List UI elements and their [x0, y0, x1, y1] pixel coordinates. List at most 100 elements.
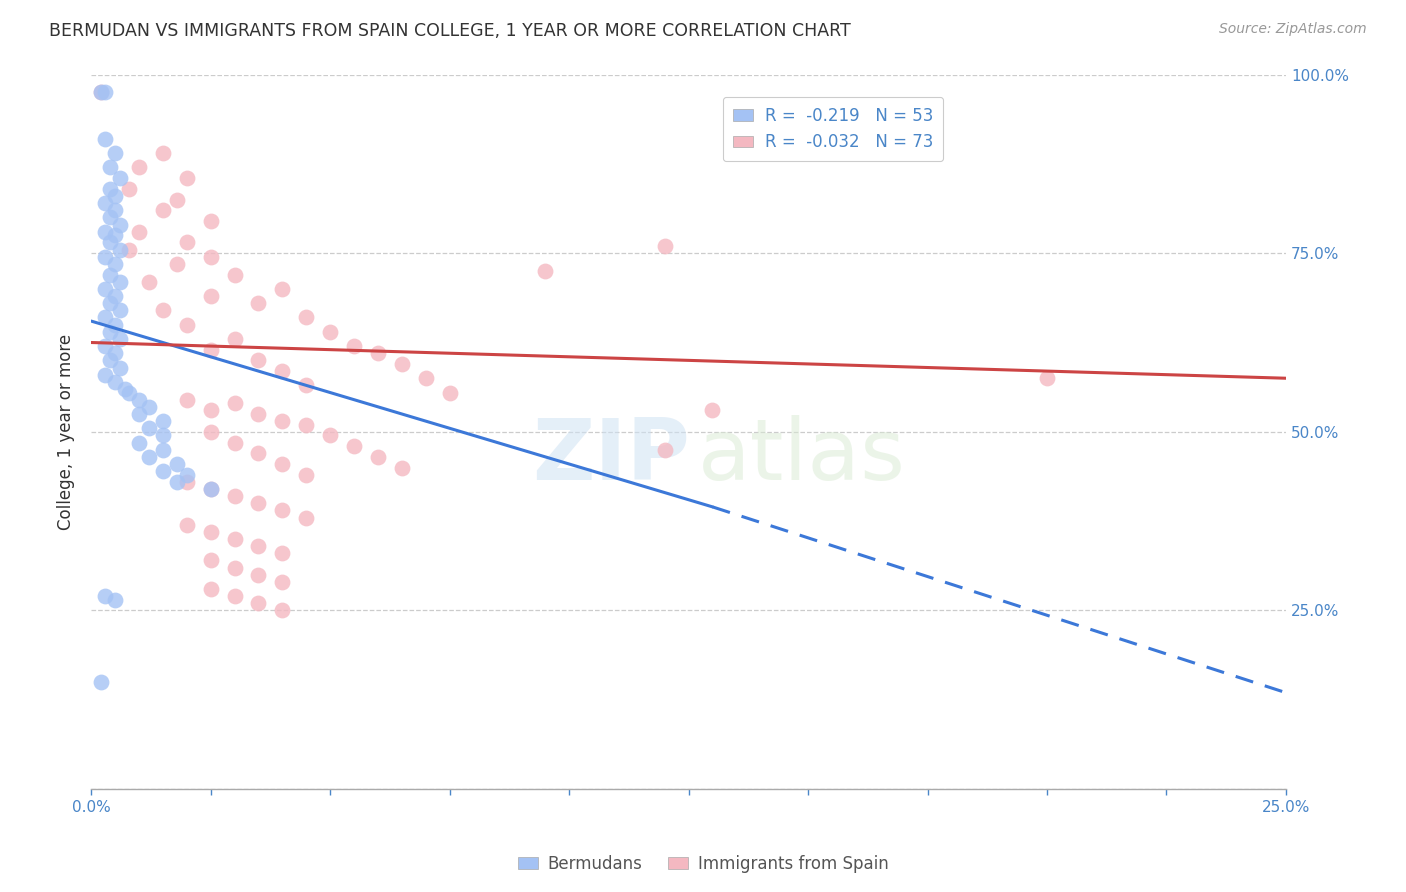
Point: [104, 318, 127, 332]
Point: [654, 442, 676, 457]
Point: [271, 282, 294, 296]
Point: [319, 428, 342, 442]
Point: [138, 275, 160, 289]
Point: [176, 318, 198, 332]
Point: [152, 428, 174, 442]
Point: [271, 546, 294, 560]
Point: [176, 392, 198, 407]
Point: [200, 289, 222, 303]
Point: [166, 193, 188, 207]
Point: [295, 510, 318, 524]
Point: [343, 339, 366, 353]
Point: [108, 218, 131, 232]
Point: [391, 460, 413, 475]
Point: [152, 303, 174, 318]
Point: [114, 382, 136, 396]
Point: [295, 378, 318, 392]
Point: [166, 257, 188, 271]
Point: [152, 442, 174, 457]
Point: [138, 400, 160, 414]
Point: [367, 346, 389, 360]
Point: [98, 353, 121, 368]
Point: [98, 235, 121, 250]
Point: [224, 589, 246, 603]
Point: [295, 417, 318, 432]
Point: [224, 489, 246, 503]
Point: [152, 414, 174, 428]
Point: [128, 407, 150, 421]
Text: ZIP: ZIP: [531, 416, 690, 499]
Point: [104, 203, 127, 218]
Point: [917, 100, 939, 114]
Point: [1036, 371, 1059, 385]
Point: [415, 371, 437, 385]
Point: [98, 161, 121, 175]
Text: Source: ZipAtlas.com: Source: ZipAtlas.com: [1219, 22, 1367, 37]
Point: [247, 446, 270, 460]
Point: [118, 385, 141, 400]
Point: [271, 457, 294, 471]
Point: [247, 407, 270, 421]
Point: [176, 517, 198, 532]
Point: [247, 496, 270, 510]
Point: [90, 86, 112, 100]
Point: [271, 574, 294, 589]
Point: [94, 282, 117, 296]
Point: [98, 211, 121, 225]
Point: [176, 475, 198, 489]
Point: [94, 339, 117, 353]
Point: [247, 353, 270, 368]
Point: [271, 364, 294, 378]
Point: [152, 146, 174, 161]
Point: [271, 603, 294, 617]
Point: [319, 325, 342, 339]
Point: [224, 268, 246, 282]
Point: [104, 146, 127, 161]
Point: [98, 182, 121, 196]
Legend: R =  -0.219   N = 53, R =  -0.032   N = 73: R = -0.219 N = 53, R = -0.032 N = 73: [723, 97, 943, 161]
Point: [200, 250, 222, 264]
Point: [94, 225, 117, 239]
Point: [200, 482, 222, 496]
Point: [118, 182, 141, 196]
Point: [200, 553, 222, 567]
Point: [176, 235, 198, 250]
Point: [152, 464, 174, 478]
Point: [271, 414, 294, 428]
Point: [128, 225, 150, 239]
Point: [98, 325, 121, 339]
Point: [271, 503, 294, 517]
Point: [176, 171, 198, 186]
Y-axis label: College, 1 year or more: College, 1 year or more: [58, 334, 75, 530]
Point: [98, 268, 121, 282]
Point: [200, 582, 222, 596]
Point: [108, 332, 131, 346]
Point: [200, 214, 222, 228]
Point: [247, 567, 270, 582]
Point: [94, 368, 117, 382]
Point: [94, 86, 117, 100]
Point: [166, 475, 188, 489]
Point: [94, 132, 117, 146]
Point: [90, 86, 112, 100]
Point: [94, 310, 117, 325]
Point: [200, 425, 222, 439]
Point: [94, 589, 117, 603]
Point: [94, 196, 117, 211]
Point: [654, 239, 676, 253]
Point: [94, 250, 117, 264]
Point: [108, 275, 131, 289]
Point: [138, 421, 160, 435]
Point: [367, 450, 389, 464]
Point: [247, 296, 270, 310]
Point: [391, 357, 413, 371]
Point: [200, 343, 222, 357]
Point: [98, 296, 121, 310]
Point: [108, 303, 131, 318]
Point: [224, 396, 246, 410]
Point: [90, 675, 112, 690]
Point: [128, 161, 150, 175]
Point: [224, 560, 246, 574]
Point: [224, 332, 246, 346]
Point: [343, 439, 366, 453]
